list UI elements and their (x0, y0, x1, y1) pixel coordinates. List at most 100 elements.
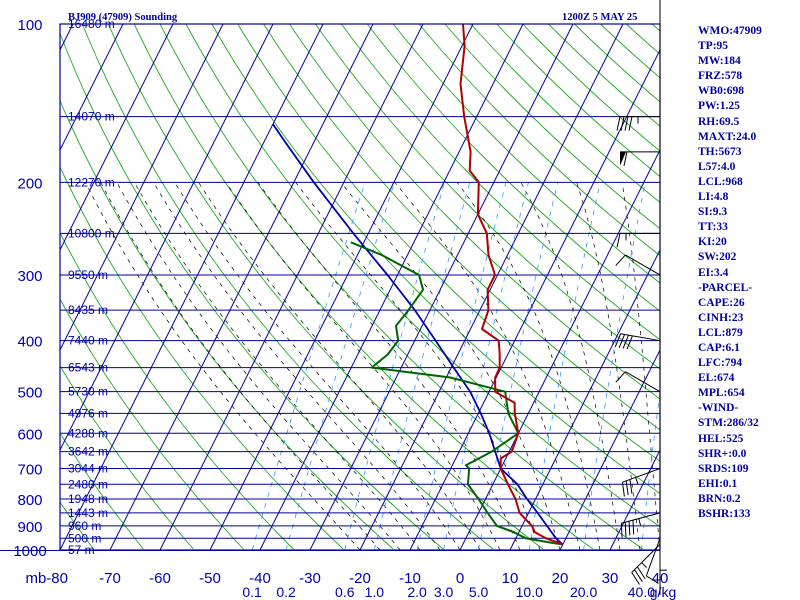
pressure-tick-label: 500 (17, 385, 42, 402)
wind-barb (615, 254, 661, 276)
barb-staff (625, 254, 661, 276)
barb-full (614, 333, 622, 348)
height-label: 1948 m (68, 492, 108, 506)
index-row: CINH:23 (698, 311, 744, 324)
barb-full (628, 116, 633, 131)
wind-barb (631, 543, 661, 585)
height-label: 6543 m (68, 361, 108, 375)
barb-staff (621, 512, 661, 524)
temperature-tick-label: 20 (552, 570, 569, 587)
barb-half (635, 477, 639, 485)
barb-full (625, 480, 629, 496)
height-label: 8435 m (68, 303, 108, 317)
moist-adiabat (394, 182, 581, 550)
isotherm (209, 24, 474, 550)
index-row: -PARCEL- (698, 281, 753, 294)
isotherm (60, 24, 274, 452)
dry-adiabat (60, 165, 344, 550)
isotherm (259, 24, 524, 550)
mixing-ratio-line (478, 182, 559, 550)
index-row: SI:9.3 (698, 206, 728, 219)
mixing-ratio-line (344, 182, 445, 550)
pressure-tick-label: 800 (17, 492, 42, 509)
index-row: LI:4.8 (698, 191, 729, 204)
index-row: L57:4.0 (698, 160, 736, 173)
barb-full (615, 254, 626, 266)
height-label: 57 m (68, 543, 95, 557)
height-label: 960 m (68, 519, 101, 533)
mixing-ratio-label: 20.0 (570, 584, 597, 600)
index-row: TH:5673 (698, 145, 742, 158)
dry-adiabat (289, 24, 660, 400)
barb-staff (645, 538, 661, 577)
pressure-tick-label: 300 (17, 268, 42, 285)
barb-full (615, 371, 626, 383)
dry-adiabat (341, 24, 660, 341)
isotherm (359, 24, 624, 550)
height-label: 1443 m (68, 506, 108, 520)
index-row: WMO:47909 (698, 25, 762, 37)
dry-adiabat (548, 24, 660, 127)
sounding-traces (272, 24, 564, 546)
barb-full (628, 521, 631, 536)
index-row: KI:20 (698, 236, 727, 249)
index-row: EL:674 (698, 372, 735, 385)
moist-adiabat (340, 182, 561, 550)
height-label: 4288 m (68, 426, 108, 440)
mixing-ratio-line (443, 182, 529, 550)
dry-adiabat (522, 24, 660, 152)
isotherm (409, 48, 660, 550)
mixing-ratio-label: 10.0 (516, 584, 543, 600)
height-label: 9550 m (68, 268, 108, 282)
dewpoint-line (350, 241, 563, 546)
dry-adiabat (60, 99, 394, 550)
height-label: 5730 m (68, 385, 108, 399)
dry-adiabat (444, 24, 660, 230)
index-row: FRZ:578 (698, 70, 743, 83)
wind-barb (621, 468, 661, 497)
mixing-ratio-label: 40.0 (628, 584, 655, 600)
dry-adiabat (60, 432, 144, 550)
index-row: LCL:968 (698, 175, 743, 188)
station-title: BJ909 (47909) Sounding (68, 12, 178, 23)
isotherm (60, 24, 174, 252)
index-row: LCL:879 (698, 326, 743, 339)
mixing-ratio-label: 2.0 (407, 584, 427, 600)
index-row: SRDS:109 (698, 462, 749, 475)
barb-full (631, 572, 640, 585)
mixing-ratio-line (374, 182, 471, 550)
wind-barb (616, 116, 660, 131)
index-row: BRN:0.2 (698, 492, 741, 505)
index-row: MPL:654 (698, 387, 745, 400)
barb-full (621, 482, 625, 497)
temperature-tick-label: mb-80 (25, 570, 68, 587)
mixing-ratio-line (583, 182, 646, 550)
mixing-ratio-label: 0.1 (242, 584, 262, 600)
index-row: TT:33 (698, 221, 728, 234)
dry-adiabat (470, 24, 660, 203)
mixing-ratio-label: 3.0 (434, 584, 454, 600)
temperature-tick-label: 30 (602, 570, 619, 587)
mixing-ratio-label: g/kg (650, 584, 676, 600)
dry-adiabat (315, 24, 660, 370)
index-row: LFC:794 (698, 357, 743, 370)
pressure-tick-label: 700 (17, 462, 42, 479)
temperature-tick-label: -60 (149, 570, 171, 587)
isotherm (60, 24, 124, 152)
isotherm (60, 24, 324, 550)
temperature-tick-label: 10 (502, 570, 519, 587)
dry-adiabat (133, 24, 594, 550)
index-row: STM:286/32 (698, 417, 759, 430)
dry-adiabat (366, 24, 660, 312)
pressure-tick-label: 900 (17, 519, 42, 536)
dry-adiabat (81, 24, 494, 550)
moist-adiabat (85, 182, 361, 550)
barb-full (616, 116, 621, 131)
index-row: BSHR:133 (698, 508, 751, 520)
dry-adiabat (185, 24, 660, 528)
pressure-tick-label: 400 (17, 334, 42, 351)
barb-full (620, 116, 625, 131)
barb-half (641, 562, 647, 568)
mixing-ratio-line (416, 182, 507, 550)
